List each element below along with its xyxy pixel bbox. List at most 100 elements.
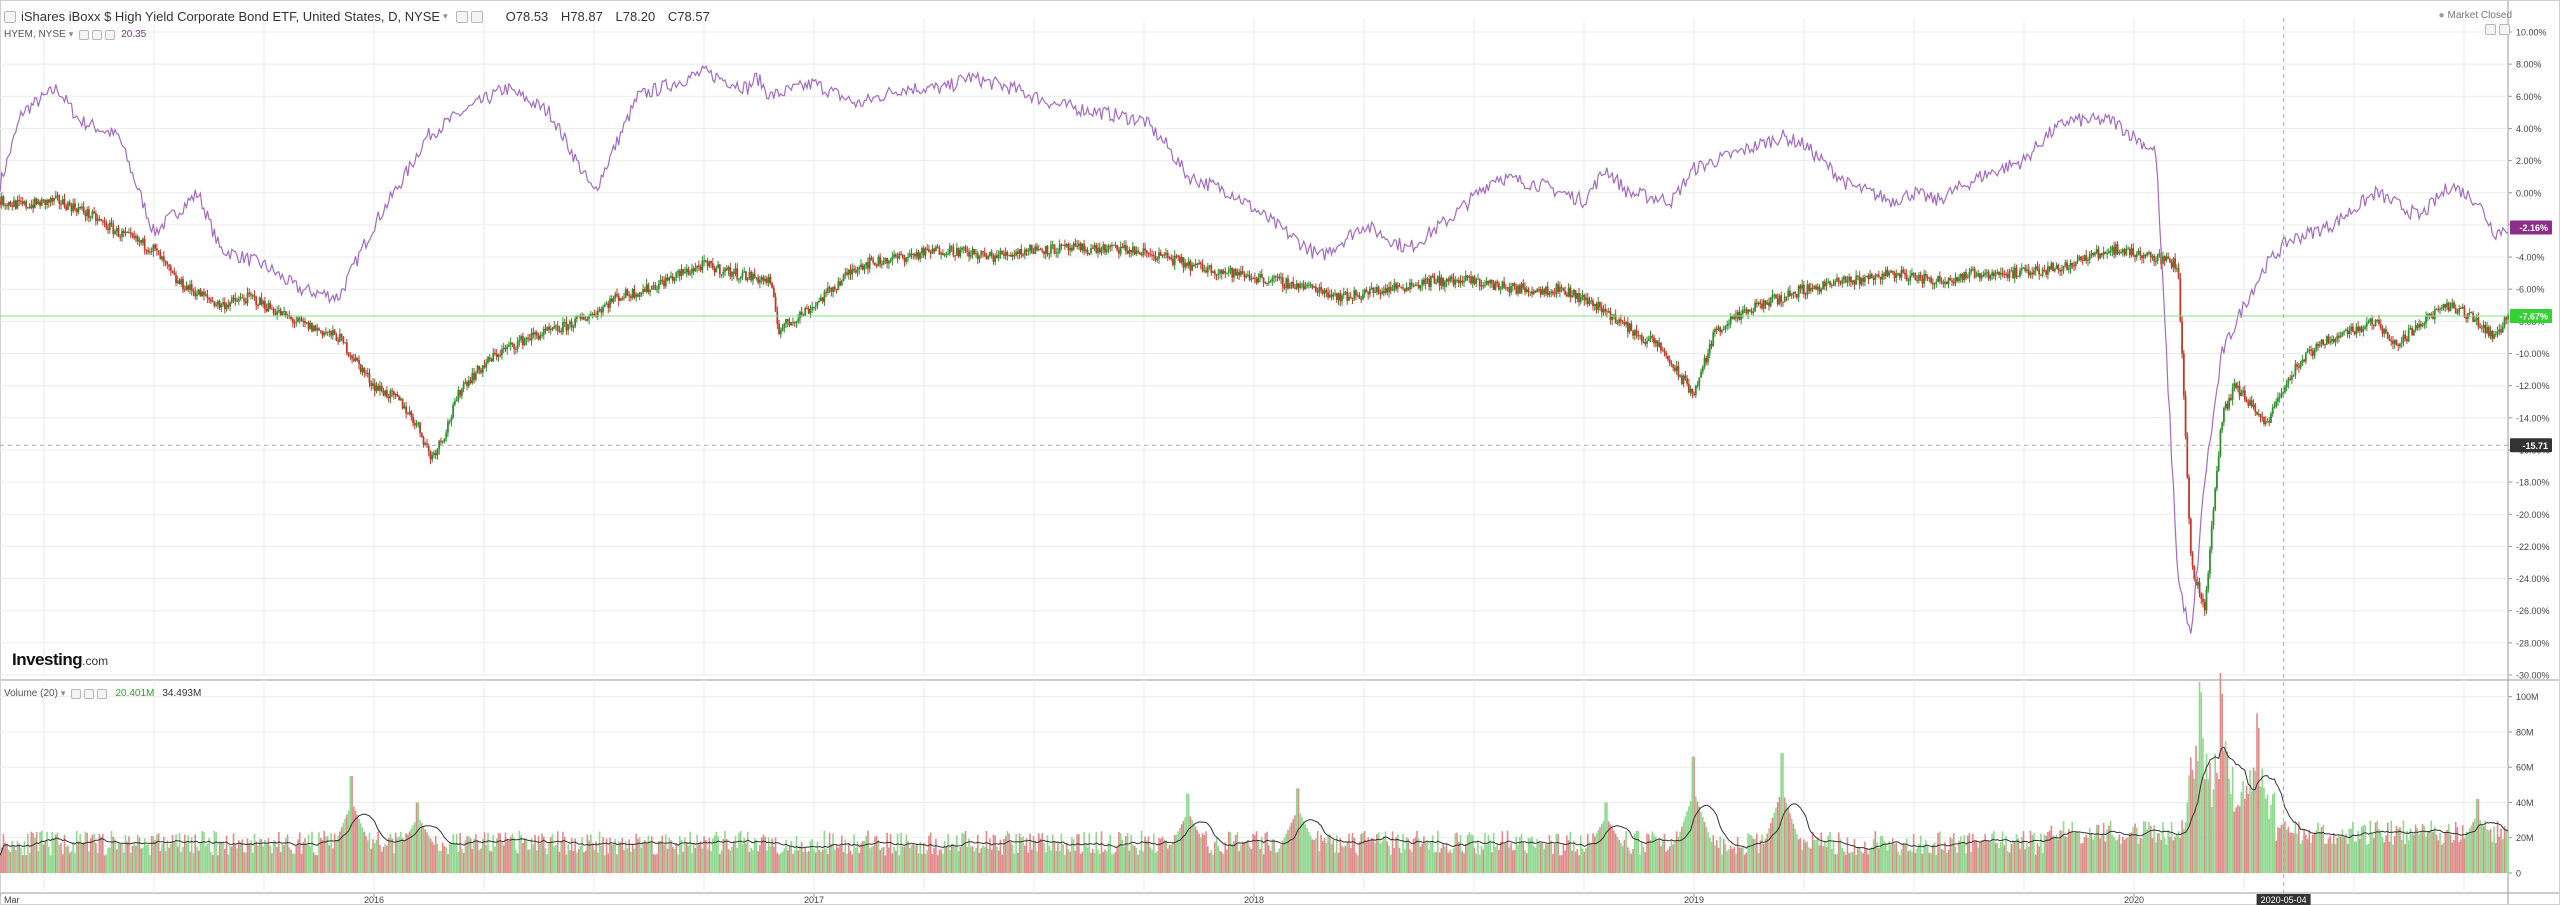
minimize-icon[interactable] (2499, 24, 2510, 35)
candle-body (772, 287, 775, 297)
volume-bar (447, 854, 449, 873)
candle-body (2472, 312, 2475, 322)
volume-bar (837, 847, 840, 873)
candle-body (2015, 267, 2018, 277)
overlay-label[interactable]: HYEM, NYSE (4, 29, 66, 40)
volume-bar (466, 836, 468, 873)
instrument-title[interactable]: iShares iBoxx $ High Yield Corporate Bon… (21, 9, 441, 24)
volume-bar (1724, 844, 1727, 873)
eye-icon[interactable] (71, 688, 82, 699)
volume-bar (2183, 828, 2185, 873)
volume-bar (874, 836, 876, 873)
candle-body (434, 452, 437, 456)
volume-bar (1475, 853, 1478, 873)
eye-icon[interactable] (79, 29, 90, 40)
volume-bar (438, 850, 441, 873)
volume-bar (1998, 847, 2000, 873)
volume-bar (558, 851, 561, 873)
settings-icon[interactable] (84, 688, 95, 699)
candle-body (1651, 336, 1654, 338)
volume-bar (2432, 831, 2434, 873)
volume-bar (1367, 837, 1369, 873)
candle-body (1794, 292, 1797, 295)
candle-body (731, 271, 733, 277)
candle-body (490, 358, 493, 362)
chevron-down-icon[interactable]: ▾ (443, 11, 448, 21)
volume-bar (2169, 836, 2171, 873)
volume-bar (1154, 852, 1157, 873)
volume-bar (2189, 757, 2192, 873)
collapse-icon[interactable] (4, 10, 16, 23)
volume-bar (1987, 841, 1990, 873)
volume-bar (1058, 850, 1061, 873)
close-icon[interactable] (470, 10, 483, 23)
volume-bar (2250, 791, 2253, 873)
candle-body (2022, 267, 2025, 269)
candle-body (785, 318, 787, 324)
volume-bar (2193, 778, 2196, 873)
maximize-icon[interactable] (2485, 24, 2496, 35)
volume-bar (705, 840, 707, 873)
candle-body (462, 383, 465, 389)
volume-bar (1430, 840, 1432, 873)
candle-body (2327, 336, 2330, 343)
candle-body (192, 290, 195, 292)
candle-body (1372, 287, 1375, 293)
candle-body (711, 263, 714, 269)
close-icon[interactable] (105, 29, 116, 40)
candle-body (379, 385, 381, 391)
volume-bar (1811, 831, 1814, 873)
candle-body (2428, 313, 2431, 315)
candle-body (1911, 272, 1913, 276)
candle-body (1916, 279, 1919, 281)
candle-body (497, 354, 500, 358)
candle-body (609, 298, 611, 308)
candle-body (121, 230, 123, 237)
chevron-down-icon[interactable]: ▾ (60, 688, 66, 698)
candle-body (2081, 260, 2084, 262)
settings-icon[interactable] (455, 10, 468, 23)
volume-bar (1069, 851, 1071, 873)
candle-body (2411, 327, 2414, 336)
volume-bar (1674, 841, 1676, 873)
candle-body (2059, 269, 2061, 272)
volume-bar (1226, 849, 1228, 873)
close-icon[interactable] (97, 688, 108, 699)
candle-body (647, 284, 650, 293)
volume-bar (666, 848, 669, 873)
candle-body (1675, 366, 1678, 371)
volume-value-1: 20.401M (115, 688, 155, 699)
candle-body (795, 321, 798, 323)
chevron-down-icon[interactable]: ▾ (68, 29, 74, 39)
candle-body (776, 311, 779, 324)
settings-icon[interactable] (92, 29, 103, 40)
candle-body (2306, 350, 2309, 353)
candle-body (1271, 277, 1274, 282)
volume-label[interactable]: Volume (20) (4, 688, 58, 699)
candle-body (535, 332, 538, 336)
candle-body (1799, 285, 1802, 289)
candle-body (2088, 254, 2091, 260)
candle-body (1395, 283, 1397, 289)
candle-body (1687, 383, 1690, 393)
candle-body (293, 322, 296, 324)
volume-bar (1522, 841, 1525, 873)
volume-bar (2303, 829, 2305, 873)
candle-body (1801, 284, 1804, 289)
volume-bar (1820, 832, 1823, 873)
volume-bar (522, 843, 524, 873)
candle-body (793, 322, 796, 324)
candle-body (2273, 406, 2276, 408)
candle-body (765, 278, 768, 283)
volume-bar (1078, 834, 1080, 873)
candle-body (844, 272, 847, 275)
status-dot-icon: ● (2438, 10, 2445, 21)
candle-body (1757, 302, 1760, 305)
candle-body (1084, 249, 1087, 252)
volume-bar (1139, 849, 1141, 873)
volume-bar (1480, 845, 1483, 873)
volume-bar (1586, 833, 1589, 873)
candle-body (318, 328, 320, 331)
volume-bar (1039, 838, 1042, 873)
